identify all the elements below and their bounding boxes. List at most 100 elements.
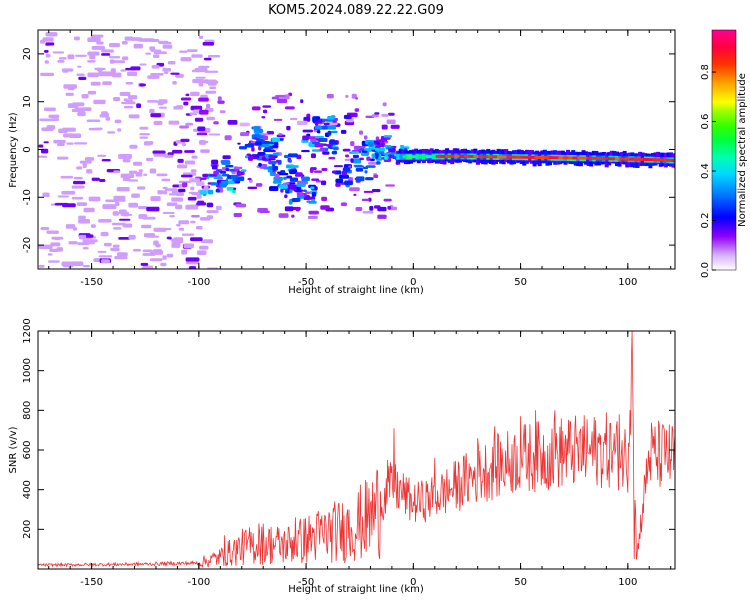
- spectrogram-cell: [200, 250, 206, 254]
- spectrogram-ridge-cell: [643, 157, 649, 161]
- spectrogram-cell: [90, 224, 96, 228]
- spectrogram-cell: [184, 160, 196, 165]
- spectrogram-cell: [366, 156, 371, 161]
- spectrogram-cell: [40, 72, 55, 76]
- spectrogram-cell: [112, 211, 119, 216]
- spectrogram-cell: [139, 83, 146, 87]
- spectrogram-cell: [138, 169, 143, 173]
- spectrogram-cell: [367, 141, 374, 147]
- spectrogram-cell: [371, 114, 379, 118]
- spectrogram-ridge-cell: [572, 156, 578, 160]
- spectrogram-cell: [101, 259, 110, 264]
- spectrogram-cell: [314, 143, 324, 148]
- spectrogram-cell: [172, 149, 183, 154]
- spectrogram-cell: [110, 68, 116, 73]
- spectrogram-ridge-cell: [638, 157, 644, 161]
- spectrogram-cell: [213, 170, 220, 175]
- spectrogram-ridge-cell: [591, 156, 597, 160]
- spectrogram-cell: [82, 247, 89, 250]
- spectrogram-cell: [176, 164, 188, 169]
- spectrogram-cell: [98, 255, 113, 258]
- spectrogram-cell: [330, 130, 338, 134]
- spectrogram-ridge-cell: [478, 155, 484, 159]
- spectrogram-cell: [52, 51, 65, 54]
- spectrogram-cell: [308, 210, 319, 215]
- spectrogram-cell: [68, 241, 78, 245]
- spectrogram-cell: [155, 243, 161, 248]
- spectrogram-cell: [121, 40, 128, 45]
- spectrogram-cell: [190, 169, 197, 173]
- spectrogram-cell: [284, 206, 294, 212]
- spectrogram-cell: [173, 106, 179, 110]
- spectrogram-cell: [272, 180, 282, 184]
- spectrogram-ridge-cell: [402, 155, 408, 159]
- spectrogram-cell: [244, 143, 255, 148]
- spectrogram-cell: [383, 145, 392, 148]
- spectrogram-cell: [77, 65, 82, 68]
- spectrogram-cell: [271, 96, 280, 100]
- spectrogram-cell: [196, 181, 205, 186]
- spectrogram-ridge-cell: [662, 158, 668, 162]
- spectrogram-ridge-cell: [454, 154, 460, 158]
- spectrogram-cell: [311, 178, 320, 181]
- spectrogram-cell: [122, 158, 131, 163]
- snr-ylabel: SNR (v/v): [8, 426, 19, 473]
- spectrogram-cell: [110, 247, 120, 252]
- spectrogram-cell: [280, 188, 284, 193]
- spectrogram-cell: [141, 224, 152, 229]
- spectrogram-cell: [376, 141, 381, 145]
- spectrogram-cell: [335, 178, 344, 183]
- spectrogram-cell: [205, 103, 211, 109]
- spectrogram-ytick-label: 0: [22, 146, 33, 152]
- spectrogram-ylabel: Frequency (Hz): [8, 112, 19, 188]
- spectrogram-ridge-cell: [459, 154, 465, 158]
- spectrogram-cell: [161, 178, 171, 182]
- spectrogram-cell: [150, 196, 161, 202]
- spectrogram-cell: [210, 182, 218, 186]
- spectrogram-cell: [61, 190, 76, 195]
- spectrogram-cell: [362, 211, 374, 214]
- spectrogram-cell: [325, 144, 333, 147]
- spectrogram-cell: [283, 154, 289, 159]
- spectrogram-ridge-cell: [553, 156, 559, 160]
- spectrogram-cell: [310, 186, 315, 190]
- spectrogram-cell: [259, 210, 270, 214]
- spectrogram-cell: [239, 122, 250, 127]
- spectrogram-cell: [295, 189, 302, 193]
- spectrogram-cell: [385, 184, 395, 187]
- spectrogram-cell: [87, 51, 100, 56]
- spectrogram-cell: [62, 203, 76, 208]
- spectrogram-cell: [302, 129, 314, 133]
- spectrogram-cell: [67, 103, 79, 108]
- spectrogram-cell: [128, 114, 140, 119]
- spectrogram-cell: [209, 174, 217, 177]
- spectrogram-cell: [351, 151, 360, 154]
- spectrogram-cell: [261, 156, 266, 161]
- spectrogram-cell: [268, 158, 276, 161]
- snr-ytick-label: 1200: [22, 318, 33, 343]
- spectrogram-cell: [112, 60, 126, 64]
- spectrogram-cell: [247, 155, 254, 161]
- spectrogram-cell: [97, 154, 107, 157]
- spectrogram-cell: [113, 227, 122, 230]
- spectrogram-cell: [217, 176, 224, 180]
- spectrogram-cell: [291, 197, 301, 202]
- spectrogram-ridge-cell: [525, 155, 531, 159]
- spectrogram-cell: [185, 257, 200, 262]
- spectrogram-ridge-cell: [548, 156, 554, 160]
- snr-xtick-label: 100: [618, 577, 637, 588]
- spectrogram-cell: [100, 232, 109, 237]
- spectrogram-cell: [116, 187, 130, 192]
- spectrogram-cell: [199, 245, 209, 250]
- spectrogram-xtick-label: -150: [80, 277, 103, 288]
- spectrogram-cell: [275, 159, 280, 163]
- snr-panel: -150 -100 -50 0 50 100 200 400 600 800 1000 1200 He…: [8, 318, 676, 595]
- spectrogram-cell: [203, 186, 209, 191]
- spectrogram-cell: [191, 215, 200, 218]
- spectrogram-cell: [266, 130, 275, 135]
- spectrogram-ridge-cell: [647, 158, 653, 162]
- spectrogram-cell: [183, 101, 189, 106]
- colorbar-tick-label: 0.6: [700, 114, 711, 130]
- spectrogram-cell: [269, 186, 279, 191]
